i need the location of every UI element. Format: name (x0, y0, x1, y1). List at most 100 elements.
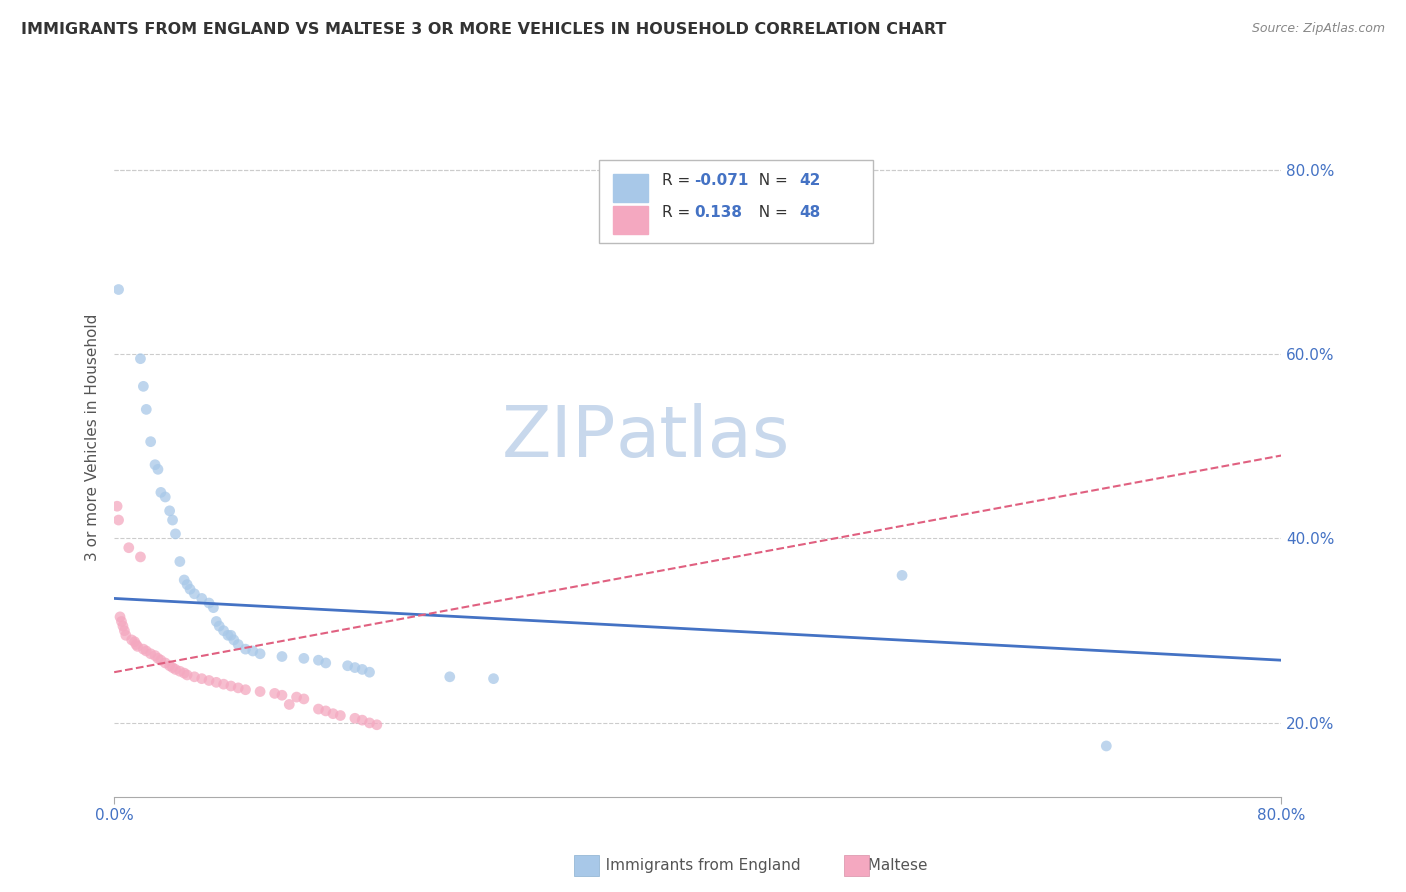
Point (121, 632, 143, 647)
Point (329, 708, 352, 723)
Text: Maltese: Maltese (858, 858, 927, 872)
Point (169, 665, 191, 679)
Point (105, 500, 128, 514)
Point (307, 653, 329, 667)
Point (226, 638, 249, 652)
Point (146, 651, 169, 665)
Text: Source: ZipAtlas.com: Source: ZipAtlas.com (1251, 22, 1385, 36)
Text: N =: N = (749, 173, 793, 188)
Text: -0.071: -0.071 (695, 173, 748, 188)
Point (222, 632, 245, 647)
Point (107, 513, 129, 527)
Point (242, 644, 264, 658)
Point (336, 658, 359, 673)
Point (482, 672, 505, 686)
Text: IMMIGRANTS FROM ENGLAND VS MALTESE 3 OR MORE VEHICLES IN HOUSEHOLD CORRELATION C: IMMIGRANTS FROM ENGLAND VS MALTESE 3 OR … (21, 22, 946, 37)
Point (162, 513, 184, 527)
Point (139, 434, 162, 449)
Point (352, 662, 374, 676)
Text: ZIP: ZIP (502, 402, 616, 472)
Point (143, 458, 166, 472)
Point (315, 656, 337, 670)
Point (129, 549, 152, 564)
Point (127, 640, 149, 654)
Point (205, 675, 228, 690)
Text: 0.138: 0.138 (695, 205, 742, 220)
Point (135, 644, 157, 658)
Point (124, 634, 146, 648)
Point (118, 541, 141, 555)
Point (292, 651, 315, 665)
Point (202, 600, 225, 615)
Text: N =: N = (749, 205, 793, 220)
Point (198, 673, 221, 688)
Point (135, 402, 157, 417)
Point (359, 665, 381, 680)
Point (352, 713, 374, 727)
Point (169, 555, 191, 569)
Point (143, 648, 166, 663)
Point (212, 677, 235, 691)
Point (235, 682, 257, 697)
Point (359, 715, 381, 730)
Point (162, 660, 184, 674)
Point (292, 692, 315, 706)
Point (179, 582, 201, 597)
Point (165, 662, 187, 676)
Point (149, 485, 172, 500)
Point (173, 573, 195, 587)
Bar (613, 206, 648, 234)
Point (271, 649, 294, 664)
Point (1095, 739, 1118, 753)
Point (129, 351, 152, 366)
Point (173, 666, 195, 681)
Point (146, 462, 169, 476)
Point (176, 668, 198, 682)
Text: R =: R = (662, 173, 695, 188)
Point (235, 642, 257, 657)
Y-axis label: 3 or more Vehicles in Household: 3 or more Vehicles in Household (86, 313, 100, 561)
Point (139, 647, 162, 661)
Point (315, 704, 337, 718)
Point (205, 615, 228, 629)
Point (176, 577, 198, 591)
Text: atlas: atlas (616, 402, 790, 472)
Point (159, 504, 181, 518)
Point (159, 658, 181, 673)
Point (226, 681, 249, 695)
Point (183, 587, 205, 601)
Point (271, 688, 294, 702)
Text: Immigrants from England: Immigrants from England (591, 858, 800, 872)
Point (111, 619, 134, 633)
Point (285, 690, 308, 704)
Point (183, 670, 205, 684)
Text: 42: 42 (800, 173, 821, 188)
Point (307, 702, 329, 716)
Point (263, 686, 285, 700)
Point (212, 624, 235, 638)
Point (125, 638, 148, 652)
Point (132, 642, 155, 657)
Point (322, 706, 344, 721)
Point (112, 624, 135, 638)
Point (439, 670, 461, 684)
Point (891, 568, 914, 582)
Point (249, 647, 271, 661)
Point (190, 591, 212, 606)
Point (198, 596, 221, 610)
Point (249, 684, 271, 698)
Point (149, 653, 172, 667)
Point (107, 283, 129, 297)
Point (155, 656, 177, 670)
Point (208, 619, 231, 633)
Point (217, 628, 239, 642)
Point (115, 628, 138, 642)
Point (190, 672, 212, 686)
Point (155, 490, 177, 504)
Point (219, 679, 242, 693)
Point (165, 527, 187, 541)
Bar (613, 174, 648, 202)
FancyBboxPatch shape (599, 161, 873, 243)
Text: 48: 48 (800, 205, 821, 220)
Point (219, 628, 242, 642)
